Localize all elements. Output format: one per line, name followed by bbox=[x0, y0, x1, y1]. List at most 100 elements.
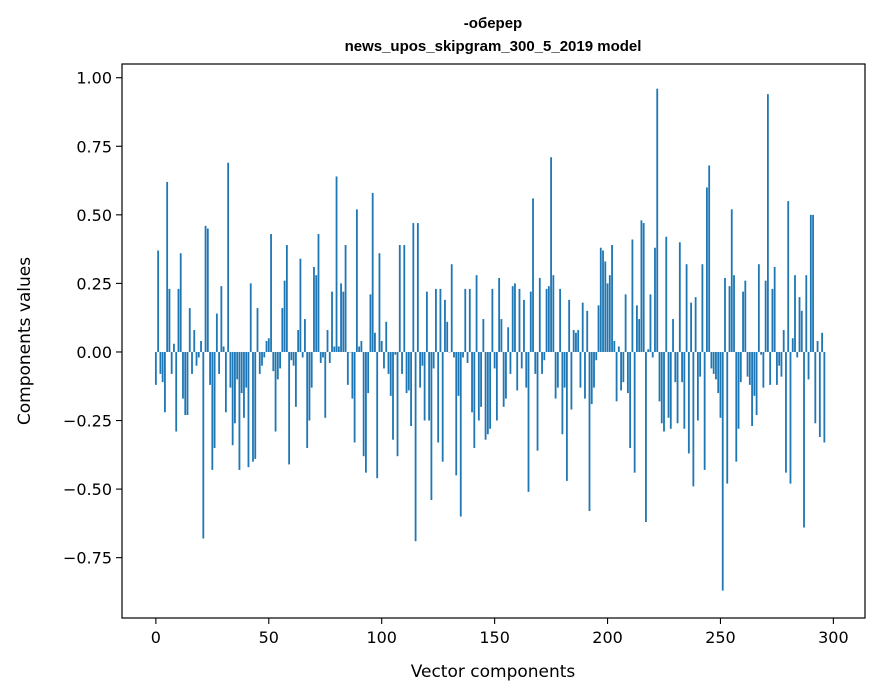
bar-283 bbox=[794, 275, 796, 352]
chart-title: -обереp bbox=[464, 15, 522, 32]
bar-28 bbox=[218, 351, 221, 374]
bar-22 bbox=[204, 225, 207, 352]
bar-7 bbox=[170, 351, 173, 374]
bar-123 bbox=[432, 351, 435, 369]
bar-108 bbox=[398, 245, 401, 352]
bar-73 bbox=[319, 351, 322, 363]
bar-45 bbox=[256, 308, 259, 352]
bar-161 bbox=[518, 288, 521, 352]
bar-225 bbox=[663, 351, 665, 432]
bar-220 bbox=[651, 351, 654, 358]
bar-18 bbox=[195, 351, 198, 366]
bar-247 bbox=[712, 351, 715, 374]
bar-232 bbox=[678, 242, 681, 352]
bar-273 bbox=[771, 288, 774, 352]
bar-230 bbox=[674, 351, 677, 383]
bar-177 bbox=[554, 351, 557, 399]
bar-35 bbox=[234, 351, 236, 424]
bar-131 bbox=[450, 264, 453, 352]
bar-226 bbox=[665, 236, 668, 352]
bar-69 bbox=[310, 351, 313, 388]
bar-116 bbox=[416, 223, 419, 352]
bar-153 bbox=[500, 319, 503, 352]
plot-frame bbox=[121, 63, 866, 619]
bar-70 bbox=[313, 266, 315, 352]
y-tick-label: 0.25 bbox=[76, 274, 112, 293]
bar-221 bbox=[654, 247, 656, 352]
bar-30 bbox=[222, 346, 225, 352]
bar-98 bbox=[376, 351, 379, 479]
bar-251 bbox=[721, 351, 724, 591]
bar-58 bbox=[285, 245, 288, 352]
bar-259 bbox=[739, 351, 742, 383]
bar-244 bbox=[706, 187, 708, 352]
bar-198 bbox=[602, 250, 604, 352]
bar-93 bbox=[365, 351, 367, 473]
bar-29 bbox=[220, 286, 223, 352]
bar-104 bbox=[389, 351, 392, 396]
bar-233 bbox=[681, 351, 683, 383]
bar-150 bbox=[493, 351, 496, 369]
bar-258 bbox=[737, 351, 740, 429]
bar-38 bbox=[240, 351, 243, 394]
bar-193 bbox=[590, 351, 593, 405]
bar-32 bbox=[227, 162, 230, 352]
bar-179 bbox=[559, 288, 562, 352]
bar-64 bbox=[299, 258, 302, 352]
bar-253 bbox=[726, 351, 729, 484]
bar-241 bbox=[699, 351, 702, 377]
bar-166 bbox=[529, 291, 532, 352]
bar-272 bbox=[769, 351, 772, 385]
bar-34 bbox=[231, 351, 234, 446]
bar-145 bbox=[482, 319, 485, 352]
bar-44 bbox=[254, 351, 257, 459]
bar-79 bbox=[333, 346, 336, 352]
bar-168 bbox=[534, 351, 537, 374]
bar-120 bbox=[425, 291, 428, 352]
bar-158 bbox=[511, 286, 514, 352]
bar-167 bbox=[532, 198, 534, 352]
bar-125 bbox=[437, 351, 440, 443]
bar-210 bbox=[629, 351, 632, 448]
bar-31 bbox=[224, 351, 227, 413]
bar-57 bbox=[283, 280, 286, 352]
bar-62 bbox=[294, 351, 297, 407]
bar-292 bbox=[814, 351, 817, 424]
bar-97 bbox=[374, 332, 376, 352]
bar-236 bbox=[687, 351, 690, 454]
bar-124 bbox=[435, 288, 437, 352]
bar-154 bbox=[502, 351, 505, 407]
bar-249 bbox=[717, 351, 720, 394]
bar-147 bbox=[486, 351, 489, 435]
bar-132 bbox=[453, 351, 455, 358]
bar-186 bbox=[575, 332, 577, 352]
bar-21 bbox=[202, 351, 205, 539]
bar-8 bbox=[173, 343, 175, 352]
bar-222 bbox=[656, 88, 659, 352]
bar-92 bbox=[362, 351, 365, 457]
bar-133 bbox=[455, 351, 458, 476]
bar-42 bbox=[249, 283, 252, 352]
bar-296 bbox=[823, 351, 826, 443]
bar-197 bbox=[599, 247, 602, 352]
bar-173 bbox=[545, 288, 548, 352]
bar-157 bbox=[509, 351, 512, 374]
bar-207 bbox=[622, 351, 625, 383]
bar-180 bbox=[561, 351, 564, 435]
bar-245 bbox=[708, 165, 711, 352]
bar-189 bbox=[581, 302, 584, 352]
bar-52 bbox=[272, 351, 275, 372]
bar-141 bbox=[473, 351, 476, 448]
bar-1 bbox=[157, 250, 160, 352]
bar-218 bbox=[647, 349, 650, 352]
bar-213 bbox=[636, 305, 638, 352]
bar-280 bbox=[787, 201, 790, 352]
bar-288 bbox=[805, 275, 808, 352]
bar-100 bbox=[380, 341, 383, 352]
bar-172 bbox=[543, 351, 546, 361]
bar-89 bbox=[355, 209, 358, 352]
bar-182 bbox=[565, 351, 568, 481]
bar-127 bbox=[441, 351, 444, 462]
bar-282 bbox=[791, 338, 794, 352]
bar-53 bbox=[274, 351, 277, 432]
